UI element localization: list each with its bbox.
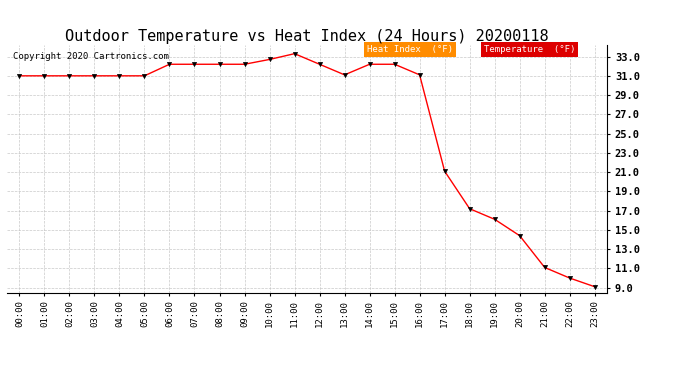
Text: Temperature  (°F): Temperature (°F) — [484, 45, 575, 54]
Title: Outdoor Temperature vs Heat Index (24 Hours) 20200118: Outdoor Temperature vs Heat Index (24 Ho… — [66, 29, 549, 44]
Text: Copyright 2020 Cartronics.com: Copyright 2020 Cartronics.com — [13, 53, 169, 62]
Text: Heat Index  (°F): Heat Index (°F) — [367, 45, 453, 54]
